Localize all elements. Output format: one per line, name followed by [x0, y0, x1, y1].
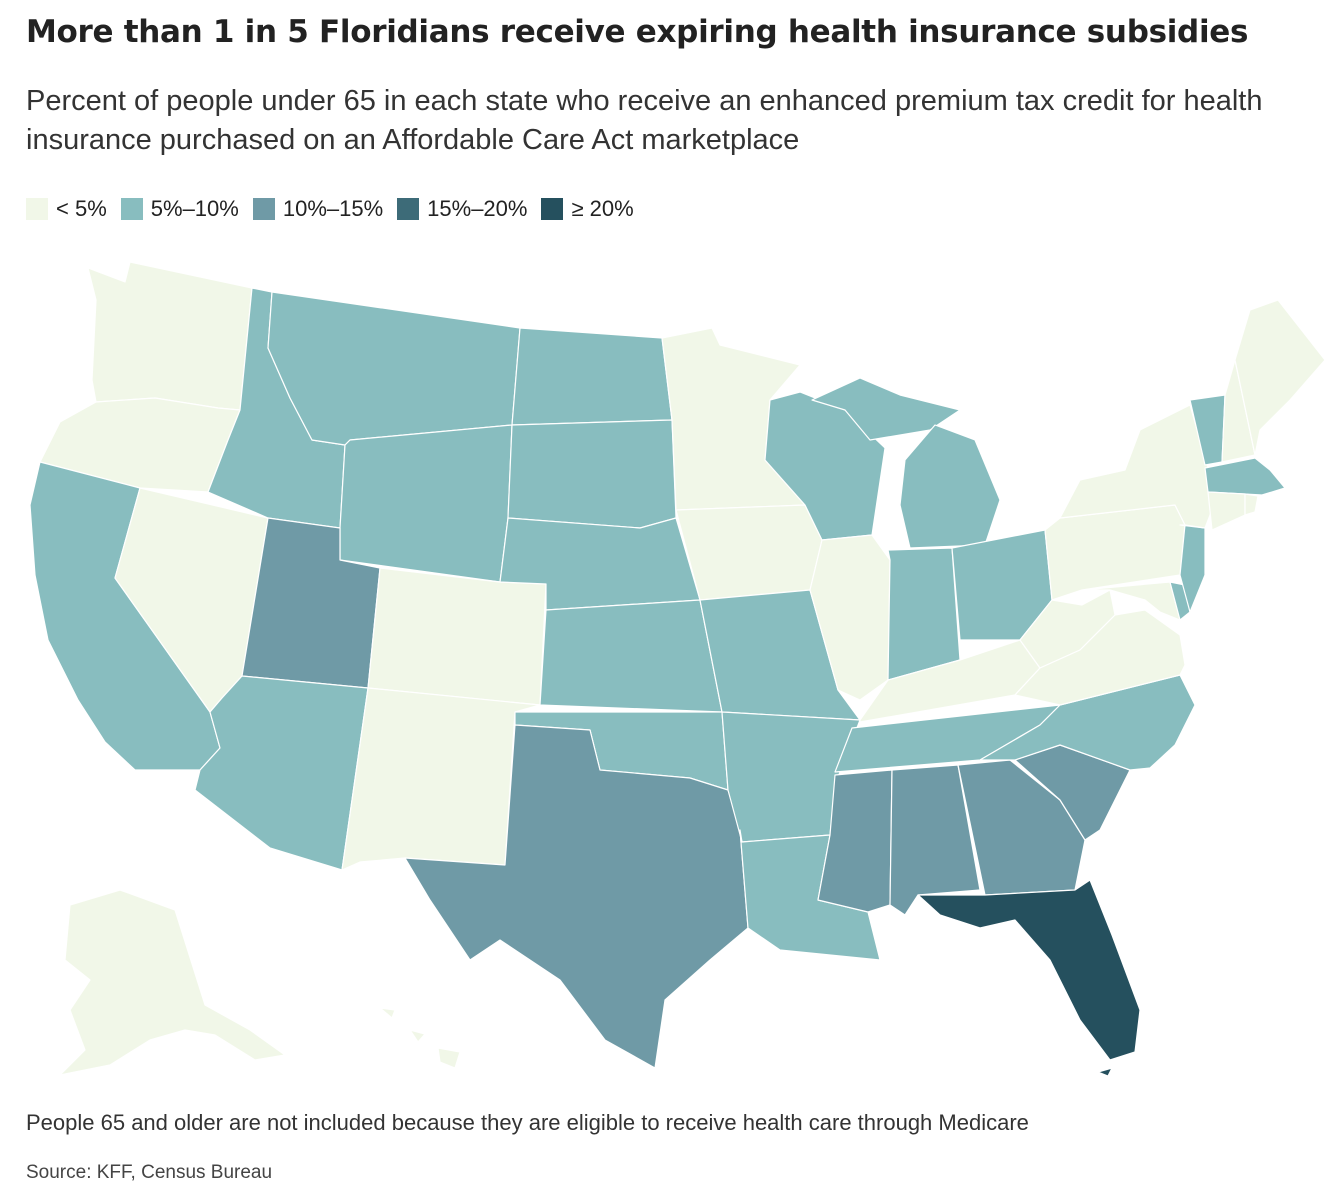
- state-ME[interactable]: [1234, 299, 1326, 456]
- state-MT[interactable]: [267, 291, 521, 446]
- state-RI[interactable]: [1244, 493, 1259, 516]
- legend-item-10to15: 10%–15%: [252, 196, 384, 222]
- state-IL[interactable]: [809, 534, 891, 701]
- state-CO[interactable]: [367, 567, 547, 706]
- state-IN[interactable]: [887, 547, 961, 681]
- state-TX[interactable]: [404, 724, 749, 1069]
- state-ND[interactable]: [511, 327, 673, 426]
- state-HI[interactable]: [379, 1007, 461, 1069]
- legend-item-ge20: ≥ 20%: [541, 196, 634, 222]
- state-WY[interactable]: [339, 424, 513, 583]
- us-choropleth-map: [29, 261, 1326, 1077]
- chart-title: More than 1 in 5 Floridians receive expi…: [26, 14, 1249, 50]
- state-MI[interactable]: [899, 424, 1001, 549]
- state-FL[interactable]: [917, 879, 1141, 1061]
- state-AZ[interactable]: [194, 675, 369, 871]
- state-NY[interactable]: [1059, 404, 1213, 529]
- legend-item-lt5: < 5%: [26, 196, 107, 222]
- state-MO[interactable]: [699, 589, 861, 721]
- legend-label-15to20: 15%–20%: [427, 196, 528, 221]
- chart-note: People 65 and older are not included bec…: [26, 1110, 1029, 1135]
- state-WA[interactable]: [87, 261, 253, 411]
- state-VA[interactable]: [1014, 609, 1186, 706]
- chart-subtitle: Percent of people under 65 in each state…: [26, 85, 1263, 156]
- state-CT[interactable]: [1207, 491, 1246, 531]
- legend: < 5% 5%–10% 10%–15% 15%–20% ≥ 20%: [26, 196, 648, 222]
- legend-swatch-ge20: [541, 198, 564, 220]
- legend-label-5to10: 5%–10%: [150, 196, 239, 221]
- state-SD[interactable]: [507, 419, 677, 529]
- legend-item-15to20: 15%–20%: [397, 196, 527, 222]
- legend-label-ge20: ≥ 20%: [571, 196, 634, 221]
- state-MI-UP[interactable]: [811, 377, 961, 441]
- legend-swatch-10to15: [252, 198, 275, 220]
- legend-label-lt5: < 5%: [56, 196, 107, 221]
- legend-item-5to10: 5%–10%: [120, 196, 239, 222]
- state-MA[interactable]: [1204, 457, 1286, 496]
- legend-label-10to15: 10%–15%: [282, 196, 384, 221]
- state-KS[interactable]: [539, 599, 723, 713]
- state-FL-keys[interactable]: [1097, 1067, 1113, 1077]
- legend-swatch-5to10: [120, 198, 143, 220]
- legend-swatch-lt5: [26, 198, 48, 220]
- chart-source: Source: KFF, Census Bureau: [26, 1162, 273, 1183]
- legend-swatch-15to20: [397, 198, 420, 220]
- state-AK[interactable]: [59, 889, 286, 1076]
- state-IA[interactable]: [675, 504, 823, 601]
